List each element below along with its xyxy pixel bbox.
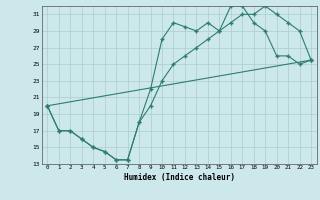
X-axis label: Humidex (Indice chaleur): Humidex (Indice chaleur) [124,173,235,182]
